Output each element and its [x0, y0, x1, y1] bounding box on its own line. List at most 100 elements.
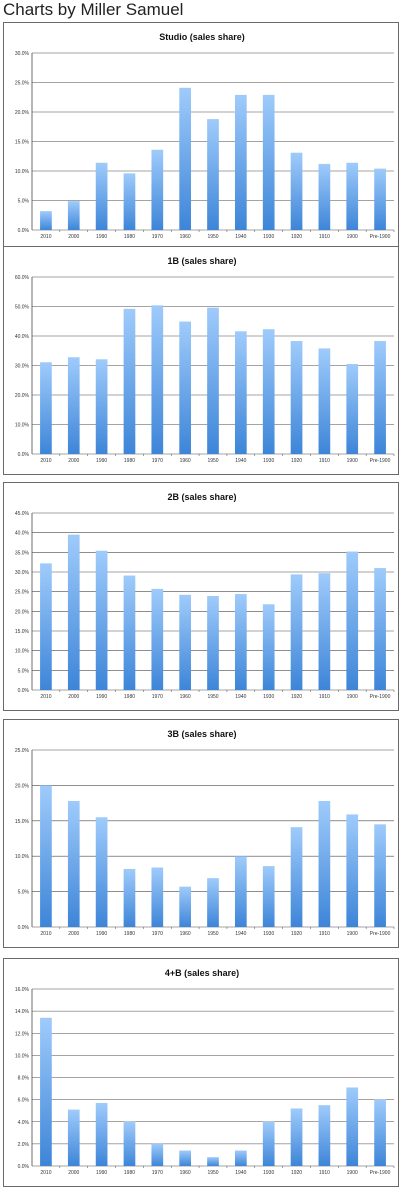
x-tick-label: 1940	[235, 694, 246, 700]
bar	[40, 785, 52, 927]
y-tick-label: 8.0%	[18, 1076, 30, 1082]
x-tick-label: Pre-1900	[370, 931, 391, 937]
chart-title: 1B (sales share)	[167, 256, 236, 266]
bar	[123, 173, 136, 230]
y-tick-label: 0.0%	[18, 925, 30, 931]
x-tick-label: 1910	[319, 931, 330, 937]
bar	[374, 341, 386, 454]
bar	[262, 866, 275, 927]
bar	[67, 1109, 80, 1166]
y-tick-label: 5.0%	[18, 668, 30, 674]
y-tick-label: 5.0%	[18, 199, 30, 205]
x-tick-label: 2010	[40, 694, 51, 700]
x-tick-label: 1910	[319, 458, 330, 464]
x-tick-label: 2000	[68, 458, 79, 464]
y-tick-label: 20.0%	[15, 783, 30, 789]
x-tick-label: 1960	[180, 1170, 191, 1176]
x-tick-label: 1960	[180, 931, 191, 937]
y-tick-label: 60.0%	[15, 275, 30, 281]
x-tick-label: 1940	[235, 931, 246, 937]
x-tick-label: 1970	[152, 458, 163, 464]
x-tick-label: 2000	[68, 234, 79, 240]
bar	[123, 308, 136, 454]
y-tick-label: 6.0%	[18, 1098, 30, 1104]
y-tick-label: 10.0%	[15, 169, 30, 175]
bar	[318, 1105, 331, 1166]
bar	[262, 604, 275, 690]
bar	[151, 149, 164, 230]
bar	[151, 1143, 164, 1166]
bar	[318, 348, 331, 454]
bar	[374, 824, 386, 927]
x-tick-label: 1980	[124, 694, 135, 700]
x-tick-label: 1900	[347, 234, 358, 240]
bar	[346, 162, 359, 230]
y-tick-label: 35.0%	[15, 550, 30, 556]
bar	[123, 868, 136, 927]
bar	[67, 201, 80, 230]
bar	[318, 573, 331, 690]
bar	[40, 211, 52, 230]
bar	[290, 1108, 303, 1166]
x-tick-label: 1970	[152, 931, 163, 937]
bar	[290, 827, 303, 927]
x-tick-label: 2010	[40, 931, 51, 937]
bar	[151, 305, 164, 454]
bar	[346, 814, 359, 927]
y-tick-label: 20.0%	[15, 393, 30, 399]
bar	[374, 1099, 386, 1166]
x-tick-label: 1910	[319, 1170, 330, 1176]
x-tick-label: 2000	[68, 931, 79, 937]
y-tick-label: 0.0%	[18, 1164, 30, 1170]
bar	[234, 94, 247, 230]
bar	[346, 551, 359, 690]
x-tick-label: 1950	[207, 458, 218, 464]
x-tick-label: 1910	[319, 694, 330, 700]
y-tick-label: 25.0%	[15, 81, 30, 87]
x-tick-label: 1930	[263, 458, 274, 464]
y-tick-label: 0.0%	[18, 228, 30, 234]
four-plus-bedroom-chart: 4+B (sales share) 0.0% 2.0% 4.0% 6.0% 8.0% 10.…	[3, 958, 399, 1187]
x-tick-label: 1960	[180, 234, 191, 240]
x-tick-label: 1930	[263, 1170, 274, 1176]
one-bedroom-chart: 1B (sales share) 0.0% 10.0% 20.0% 30.0% 40.0%…	[3, 246, 399, 475]
x-tick-label: 1920	[291, 931, 302, 937]
y-tick-label: 20.0%	[15, 110, 30, 116]
bar	[123, 1121, 136, 1166]
x-tick-label: 2000	[68, 1170, 79, 1176]
x-tick-label: 1970	[152, 1170, 163, 1176]
x-tick-label: 1980	[124, 1170, 135, 1176]
x-tick-label: 1950	[207, 234, 218, 240]
x-tick-label: 1970	[152, 694, 163, 700]
bar	[262, 329, 275, 454]
bar	[95, 817, 108, 927]
x-tick-label: 1960	[180, 458, 191, 464]
bar	[179, 87, 192, 230]
y-tick-label: 2.0%	[18, 1142, 30, 1148]
bar	[207, 595, 219, 690]
bar	[95, 550, 108, 690]
y-tick-label: 5.0%	[18, 890, 30, 896]
chart-title: Studio (sales share)	[159, 32, 245, 42]
three-bedroom-chart: 3B (sales share) 0.0% 5.0% 10.0% 15.0% 20.0% 2…	[3, 719, 399, 948]
bar	[40, 1017, 52, 1166]
bar	[234, 594, 247, 690]
x-tick-label: Pre-1900	[370, 694, 391, 700]
bar	[95, 359, 108, 454]
y-tick-label: 10.0%	[15, 1053, 30, 1059]
bar	[374, 568, 386, 690]
bar	[262, 1121, 275, 1166]
bar	[179, 594, 192, 690]
x-tick-label: 1930	[263, 234, 274, 240]
x-tick-label: 1900	[347, 931, 358, 937]
bar	[95, 162, 108, 230]
bar	[40, 362, 52, 454]
y-tick-label: 30.0%	[15, 570, 30, 576]
x-tick-label: 1920	[291, 458, 302, 464]
y-tick-label: 45.0%	[15, 511, 30, 517]
y-tick-label: 25.0%	[15, 748, 30, 754]
bar	[40, 563, 52, 690]
bar	[207, 878, 219, 927]
bar	[234, 331, 247, 454]
y-tick-label: 30.0%	[15, 364, 30, 370]
